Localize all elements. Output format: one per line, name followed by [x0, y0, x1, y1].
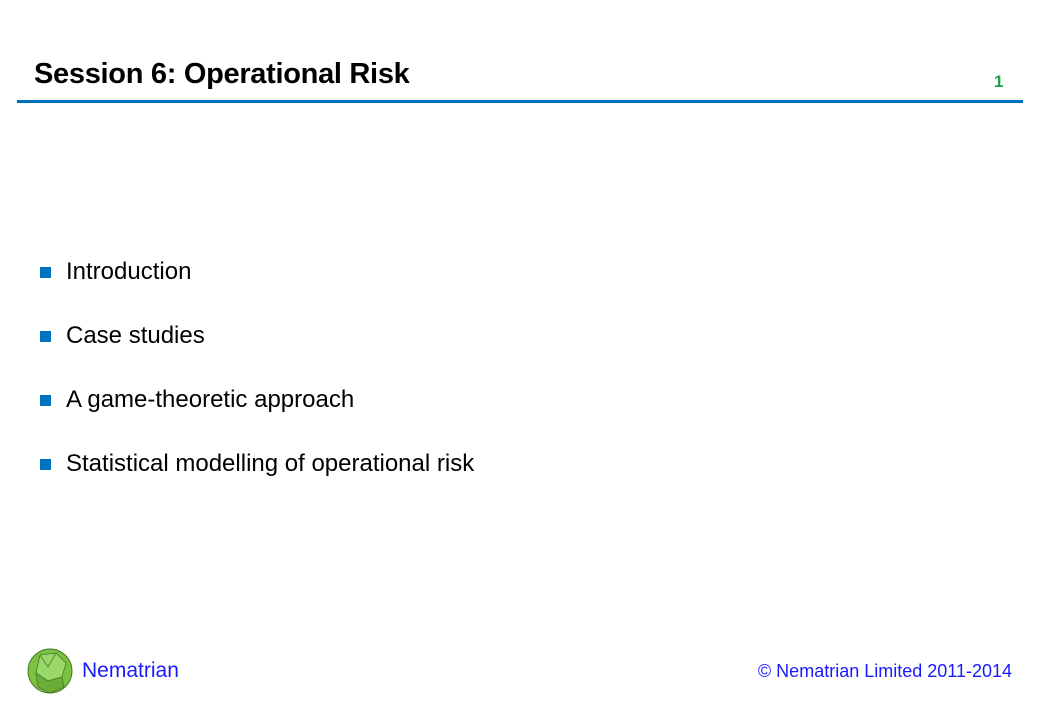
footer-brand: Nematrian: [82, 659, 179, 682]
list-item: Statistical modelling of operational ris…: [40, 450, 474, 514]
nematrian-polyhedron-logo-icon: [27, 648, 73, 694]
list-item: Introduction: [40, 258, 474, 322]
list-item: Case studies: [40, 322, 474, 386]
list-item: A game-theoretic approach: [40, 386, 474, 450]
square-bullet-icon: [40, 395, 51, 406]
bullet-text: Statistical modelling of operational ris…: [66, 450, 475, 477]
title-divider: [17, 100, 1023, 103]
page-number: 1: [994, 72, 1004, 91]
square-bullet-icon: [40, 459, 51, 470]
square-bullet-icon: [40, 331, 51, 342]
bullet-text: A game-theoretic approach: [66, 386, 355, 413]
bullet-text: Introduction: [66, 258, 192, 285]
square-bullet-icon: [40, 267, 51, 278]
footer-copyright: © Nematrian Limited 2011-2014: [757, 661, 1012, 681]
bullet-list: Introduction Case studies A game-theoret…: [40, 258, 474, 514]
bullet-text: Case studies: [66, 322, 205, 349]
slide-title: Session 6: Operational Risk: [34, 58, 410, 90]
